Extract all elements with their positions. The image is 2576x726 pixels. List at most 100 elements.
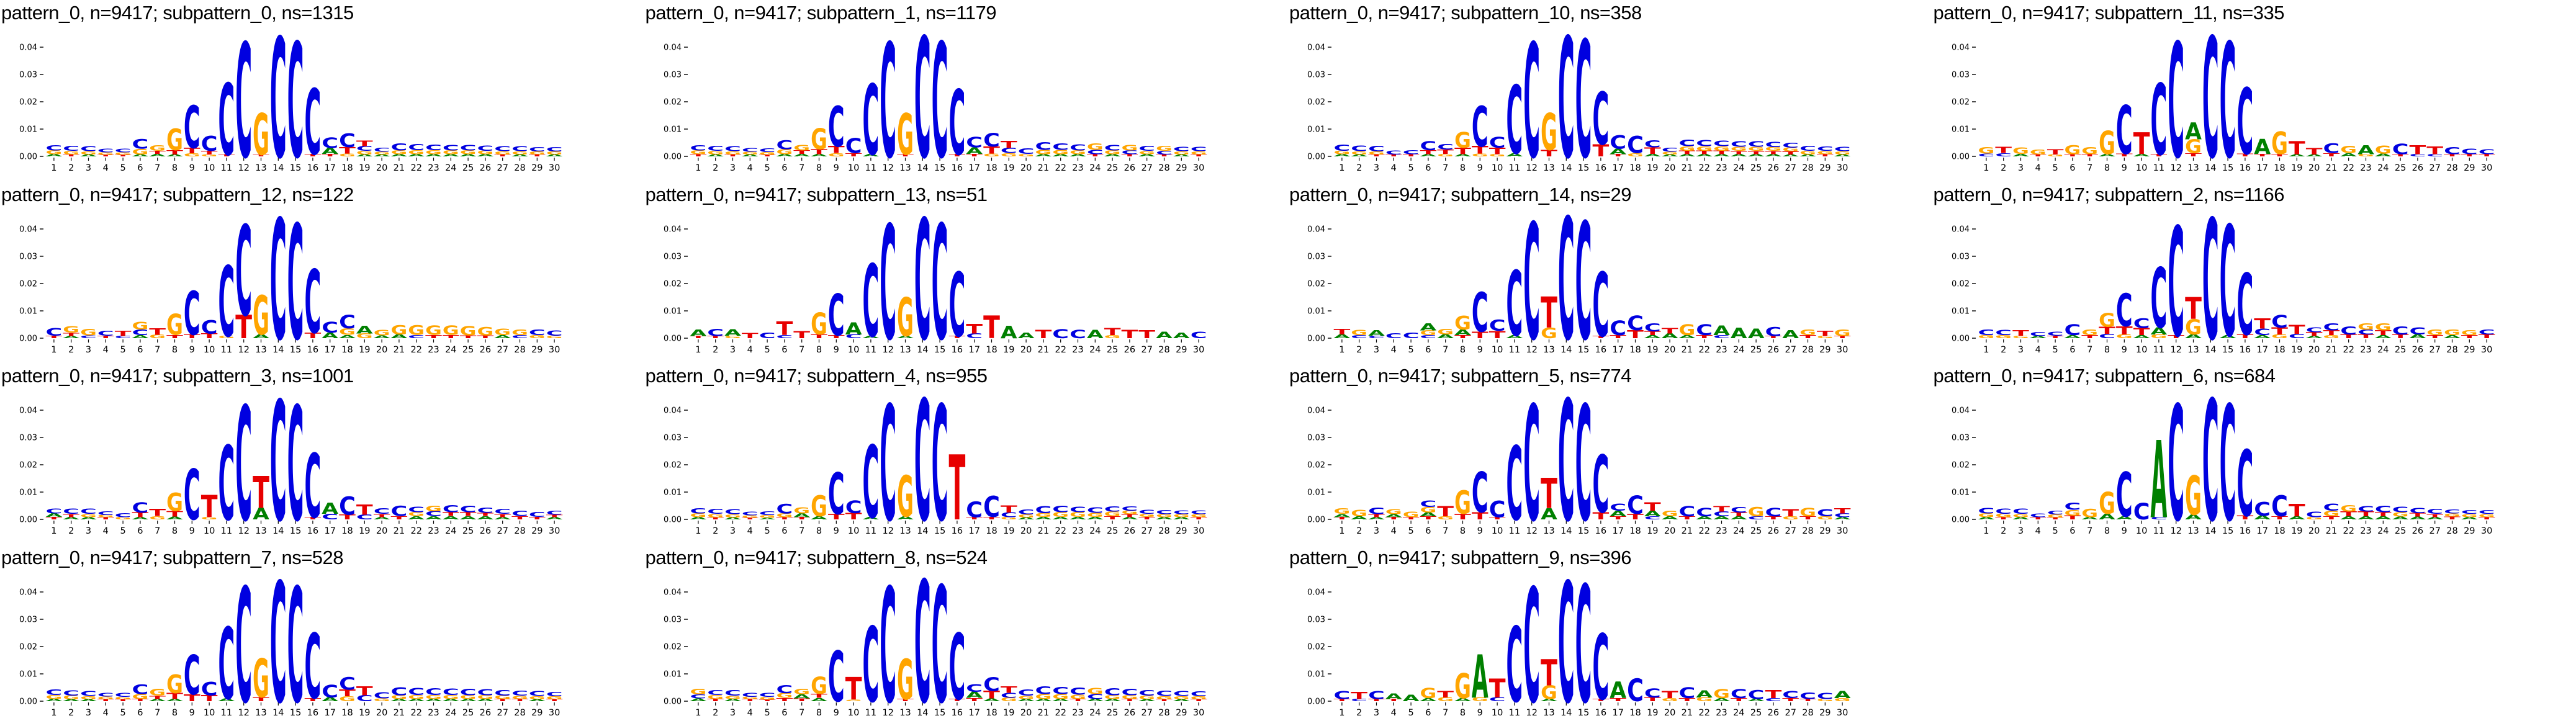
svg-text:C: C: [2168, 388, 2184, 544]
svg-text:T: T: [253, 154, 269, 157]
svg-text:0.04: 0.04: [19, 43, 37, 53]
svg-text:0.01: 0.01: [1307, 670, 1325, 679]
svg-text:22: 22: [1055, 526, 1066, 536]
svg-text:G: G: [408, 149, 425, 156]
svg-text:0.04: 0.04: [19, 588, 37, 597]
svg-text:3: 3: [86, 163, 91, 173]
svg-text:T: T: [1782, 151, 1799, 156]
svg-text:G: G: [443, 323, 459, 338]
svg-text:T: T: [1368, 513, 1385, 518]
svg-text:12: 12: [1526, 345, 1537, 355]
svg-text:C: C: [1662, 146, 1678, 153]
svg-text:9: 9: [189, 526, 195, 536]
svg-text:G: G: [759, 151, 775, 156]
svg-text:A: A: [1713, 153, 1730, 157]
svg-text:C: C: [759, 148, 775, 153]
svg-text:15: 15: [2222, 526, 2233, 536]
svg-text:A: A: [391, 153, 408, 157]
svg-text:T: T: [201, 332, 218, 339]
svg-text:7: 7: [1443, 345, 1448, 355]
svg-text:20: 20: [376, 708, 387, 718]
svg-text:A: A: [1454, 328, 1472, 337]
svg-text:24: 24: [1089, 345, 1101, 355]
svg-text:T: T: [132, 511, 149, 519]
svg-text:A: A: [63, 335, 79, 339]
svg-text:5: 5: [120, 526, 125, 536]
svg-text:T: T: [1610, 516, 1627, 521]
svg-text:5: 5: [2052, 526, 2058, 536]
svg-text:A: A: [690, 697, 706, 702]
svg-text:C: C: [2219, 207, 2236, 363]
svg-text:18: 18: [2274, 345, 2285, 355]
svg-text:G: G: [425, 504, 442, 514]
svg-text:C: C: [1489, 134, 1506, 151]
svg-text:G: G: [2340, 504, 2357, 514]
svg-text:G: G: [1403, 510, 1420, 519]
svg-text:21: 21: [1037, 345, 1048, 355]
svg-text:T: T: [1817, 153, 1835, 157]
svg-text:G: G: [1121, 143, 1138, 152]
svg-text:6: 6: [137, 345, 143, 355]
svg-text:C: C: [1173, 689, 1189, 697]
svg-text:C: C: [1489, 696, 1506, 702]
svg-text:C: C: [1782, 141, 1799, 150]
svg-text:C: C: [862, 426, 879, 542]
svg-text:G: G: [897, 102, 914, 168]
svg-text:21: 21: [2325, 163, 2336, 173]
svg-text:18: 18: [341, 163, 353, 173]
svg-text:T: T: [2047, 517, 2063, 520]
svg-text:A: A: [477, 153, 494, 157]
svg-text:C: C: [339, 311, 356, 333]
svg-text:C: C: [776, 334, 793, 339]
svg-text:G: G: [2478, 513, 2495, 518]
svg-text:T: T: [2461, 334, 2478, 339]
svg-text:1: 1: [695, 526, 701, 536]
svg-text:G: G: [97, 696, 114, 700]
sequence-logo-chart: 0.000.010.020.030.041 2 3 4 5 6 7 8 9 10 11 12 13 14 1…: [1307, 388, 1851, 544]
svg-text:T: T: [2461, 153, 2479, 157]
svg-text:25: 25: [2394, 163, 2405, 173]
svg-text:C: C: [97, 692, 114, 697]
svg-text:A: A: [339, 334, 356, 339]
svg-text:0.02: 0.02: [664, 98, 682, 107]
svg-text:A: A: [2115, 516, 2133, 521]
svg-text:28: 28: [2446, 526, 2457, 536]
svg-text:G: G: [460, 150, 477, 156]
svg-text:7: 7: [155, 345, 160, 355]
svg-text:9: 9: [189, 163, 195, 173]
logo-panel: pattern_0, n=9417; subpattern_13, ns=51 …: [644, 182, 1289, 364]
svg-text:T: T: [546, 699, 563, 702]
svg-text:C: C: [374, 147, 390, 153]
svg-text:C: C: [511, 689, 528, 697]
svg-text:T: T: [201, 693, 218, 703]
svg-text:4: 4: [747, 163, 752, 173]
sequence-logo-chart: 0.000.010.020.030.041 2 3 4 5 6 7 8 9 10 11 12 13 14 1…: [664, 25, 1207, 181]
svg-text:C: C: [983, 673, 1000, 695]
svg-text:T: T: [1834, 335, 1852, 339]
svg-text:26: 26: [480, 345, 491, 355]
svg-text:T: T: [166, 691, 184, 701]
svg-text:7: 7: [799, 345, 804, 355]
svg-text:G: G: [1070, 150, 1086, 156]
svg-text:T: T: [201, 490, 218, 525]
svg-text:10: 10: [847, 163, 858, 173]
svg-text:0.03: 0.03: [664, 615, 682, 624]
sequence-logo-chart: 0.000.010.020.030.041 2 3 4 5 6 7 8 9 10 11 12 13 14 1…: [1952, 207, 2495, 363]
svg-text:T: T: [184, 333, 201, 339]
svg-text:17: 17: [968, 163, 980, 173]
svg-text:C: C: [931, 207, 948, 363]
svg-text:C: C: [1070, 143, 1086, 153]
svg-text:C: C: [2254, 498, 2271, 520]
svg-text:11: 11: [221, 526, 232, 536]
svg-text:G: G: [1662, 697, 1678, 702]
svg-text:T: T: [494, 698, 512, 702]
svg-text:T: T: [2426, 513, 2444, 518]
svg-text:16: 16: [2239, 345, 2250, 355]
svg-text:23: 23: [1072, 163, 1083, 173]
svg-text:C: C: [529, 328, 546, 337]
svg-text:6: 6: [137, 526, 143, 536]
svg-text:T: T: [707, 335, 725, 339]
svg-text:26: 26: [2412, 526, 2423, 536]
svg-text:T: T: [948, 335, 966, 339]
